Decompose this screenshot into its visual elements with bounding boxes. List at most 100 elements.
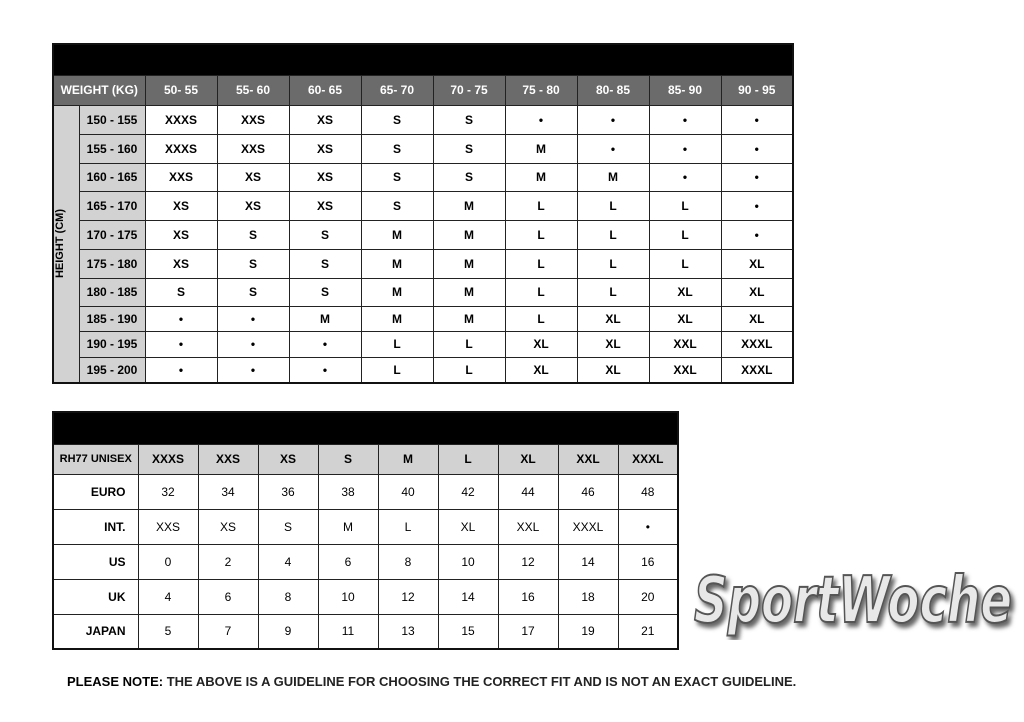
size-cell: M <box>432 277 506 307</box>
size-cell: XL <box>504 330 578 358</box>
size-cell: XXXS <box>144 133 218 164</box>
rh77-label: RH77 UNISEX <box>52 443 139 475</box>
table-row: 155 - 160 XXXS XXS XS S S M • • • <box>53 133 794 164</box>
weight-header: 60- 65 <box>288 74 362 106</box>
size-cell: • <box>288 330 362 358</box>
size-cell: • <box>648 162 722 192</box>
conversion-cell: 12 <box>497 543 559 580</box>
conversion-cell: 10 <box>317 578 379 615</box>
conversion-cell: 8 <box>377 543 439 580</box>
conversion-cell: 44 <box>497 473 559 510</box>
size-cell: • <box>144 330 218 358</box>
unisex-size-table: UNISEX SIZE GUIDE WEIGHT (KG) 50- 55 55- 6… <box>52 43 795 384</box>
size-cell: S <box>288 248 362 279</box>
size-cell: • <box>504 104 578 135</box>
conversion-cell: 17 <box>497 613 559 650</box>
conversion-cell: 16 <box>617 543 679 580</box>
conversion-cell: 10 <box>437 543 499 580</box>
conversion-cell: XXXL <box>557 508 619 545</box>
size-cell: XS <box>288 133 362 164</box>
womens-conversion-table: WOMENS SIZE CONVERSION RH77 UNISEX XXXS XX… <box>52 411 680 650</box>
size-cell: XL <box>720 248 794 279</box>
size-cell: XXL <box>648 330 722 358</box>
size-cell: XL <box>576 356 650 384</box>
size-cell: • <box>216 305 290 332</box>
size-cell: XL <box>504 356 578 384</box>
size-cell: M <box>360 277 434 307</box>
size-cell: XL <box>720 277 794 307</box>
conversion-cell: 42 <box>437 473 499 510</box>
conversion-cell: 32 <box>137 473 199 510</box>
conversion-cell: 15 <box>437 613 499 650</box>
size-cell: XL <box>576 305 650 332</box>
size-cell: • <box>576 133 650 164</box>
size-cell: L <box>576 190 650 221</box>
size-cell: M <box>504 133 578 164</box>
row-label: INT. <box>52 508 139 545</box>
height-range: 160 - 165 <box>78 162 146 192</box>
size-cell: S <box>288 277 362 307</box>
conversion-cell: 46 <box>557 473 619 510</box>
conversion-cell: 0 <box>137 543 199 580</box>
conversion-cell: 12 <box>377 578 439 615</box>
size-cell: M <box>360 219 434 250</box>
height-label-cell: HEIGHT (CM) <box>52 104 80 384</box>
note: PLEASE NOTE: THE ABOVE IS A GUIDELINE FO… <box>67 674 796 689</box>
size-cell: XL <box>648 277 722 307</box>
table-row: 175 - 180 XS S S M M L L L XL <box>53 248 794 279</box>
watermark-text: SportWoche <box>694 564 1012 638</box>
size-header: XL <box>497 443 559 475</box>
height-range: 195 - 200 <box>78 356 146 384</box>
size-cell: M <box>360 305 434 332</box>
size-cell: XS <box>288 162 362 192</box>
size-cell: S <box>144 277 218 307</box>
size-cell: XS <box>144 219 218 250</box>
size-cell: L <box>504 305 578 332</box>
conversion-cell: 14 <box>557 543 619 580</box>
conversion-cell: 2 <box>197 543 259 580</box>
size-cell: XXS <box>216 104 290 135</box>
height-range: 165 - 170 <box>78 190 146 221</box>
size-cell: L <box>360 330 434 358</box>
row-label: UK <box>52 578 139 615</box>
size-cell: • <box>648 133 722 164</box>
conversion-cell: 13 <box>377 613 439 650</box>
conversion-cell: XXL <box>497 508 559 545</box>
conversion-cell: 21 <box>617 613 679 650</box>
weight-header: 85- 90 <box>648 74 722 106</box>
size-cell: L <box>504 190 578 221</box>
weight-header: 80- 85 <box>576 74 650 106</box>
unisex-title: UNISEX SIZE GUIDE <box>52 43 794 76</box>
conversion-cell: 6 <box>317 543 379 580</box>
size-cell: S <box>216 248 290 279</box>
size-cell: • <box>720 219 794 250</box>
table-row: UK 4 6 8 10 12 14 16 18 20 <box>52 578 679 615</box>
weight-header: 90 - 95 <box>720 74 794 106</box>
size-cell: S <box>288 219 362 250</box>
row-label: EURO <box>52 473 139 510</box>
size-cell: XS <box>144 248 218 279</box>
size-cell: XXXS <box>144 104 218 135</box>
size-cell: XXS <box>216 133 290 164</box>
size-cell: M <box>576 162 650 192</box>
weight-header: 75 - 80 <box>504 74 578 106</box>
size-cell: • <box>288 356 362 384</box>
size-cell: • <box>144 305 218 332</box>
size-cell: S <box>216 219 290 250</box>
size-cell: L <box>432 330 506 358</box>
sportwoche-watermark-logo: SportWoche <box>693 563 1013 639</box>
conversion-cell: 16 <box>497 578 559 615</box>
conversion-cell: XS <box>197 508 259 545</box>
size-cell: L <box>576 248 650 279</box>
size-header: XXXS <box>137 443 199 475</box>
conversion-cell: XXS <box>137 508 199 545</box>
size-cell: XL <box>648 305 722 332</box>
size-cell: M <box>360 248 434 279</box>
height-range: 170 - 175 <box>78 219 146 250</box>
size-cell: XS <box>288 190 362 221</box>
size-cell: • <box>720 190 794 221</box>
conversion-cell: 36 <box>257 473 319 510</box>
conversion-cell: 8 <box>257 578 319 615</box>
size-cell: S <box>360 190 434 221</box>
conversion-cell: 6 <box>197 578 259 615</box>
